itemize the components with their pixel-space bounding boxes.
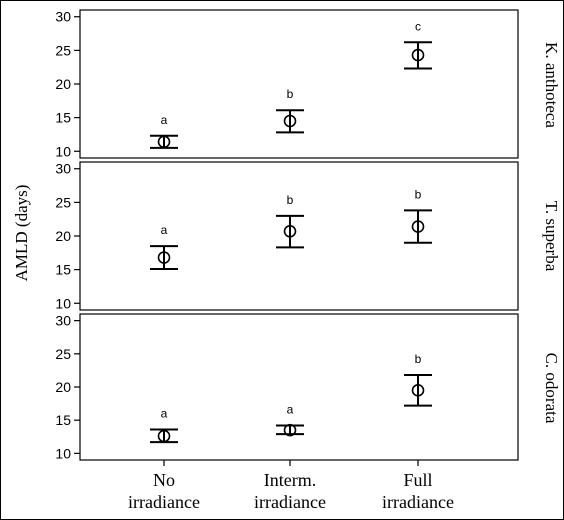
mean-point (411, 220, 425, 233)
x-category-label: No (153, 470, 175, 490)
y-tick-label: 25 (55, 42, 71, 58)
plot-layer: 10 15 20 25 30 a b c K. anthoteca 10 15 20 25 30 a b b T.… (55, 9, 561, 512)
x-category-label: irradiance (254, 492, 326, 512)
y-tick-label: 15 (55, 412, 71, 428)
species-label: T. superba (542, 201, 561, 272)
significance-letter: a (161, 406, 168, 420)
y-tick-label: 30 (55, 161, 71, 177)
significance-letter: b (415, 352, 422, 366)
x-category-label: Full (403, 470, 432, 490)
significance-letter: a (287, 402, 294, 416)
y-tick-label: 25 (55, 346, 71, 362)
y-axis-label: AMLD (days) (12, 185, 31, 282)
species-label: K. anthoteca (542, 42, 561, 128)
y-tick-label: 20 (55, 228, 71, 244)
x-category-label: irradiance (128, 492, 200, 512)
y-tick-label: 30 (55, 9, 71, 25)
mean-point (411, 48, 425, 62)
mean-point (283, 224, 297, 238)
x-category-label: irradiance (382, 492, 454, 512)
y-tick-label: 15 (55, 110, 71, 126)
mean-point (157, 135, 171, 149)
species-label: C. odorata (542, 353, 561, 424)
mean-point (283, 114, 297, 128)
significance-letter: b (287, 87, 294, 101)
mean-point (157, 251, 171, 264)
significance-letter: a (161, 223, 168, 237)
significance-letter: b (415, 187, 422, 201)
y-tick-label: 20 (55, 379, 71, 395)
significance-letter: b (287, 193, 294, 207)
y-tick-label: 15 (55, 262, 71, 278)
mean-point (157, 429, 171, 443)
x-category-label: Interm. (264, 470, 316, 490)
mean-point (411, 384, 425, 397)
significance-letter: c (415, 19, 421, 33)
mean-point (283, 423, 297, 437)
y-tick-label: 25 (55, 194, 71, 210)
y-tick-label: 20 (55, 76, 71, 92)
significance-letter: a (161, 113, 168, 127)
y-tick-label: 10 (55, 445, 71, 461)
y-tick-label: 10 (55, 295, 71, 311)
y-tick-label: 30 (55, 313, 71, 329)
y-tick-label: 10 (55, 143, 71, 159)
